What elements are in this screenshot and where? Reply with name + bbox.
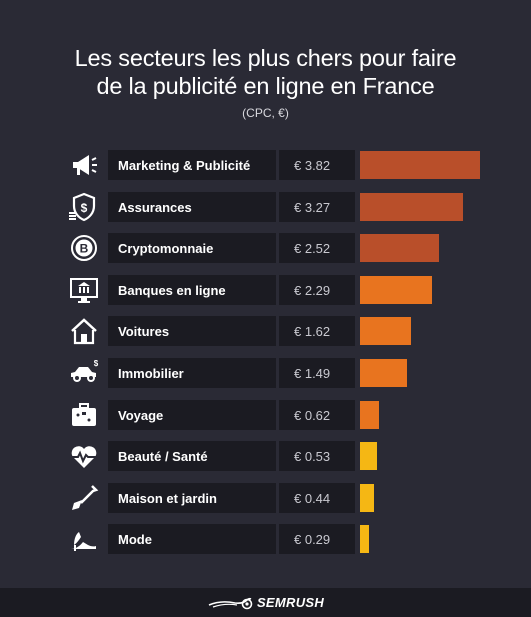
- chart-row: Beauté / Santé € 0.53: [0, 441, 531, 471]
- chart-row: $ Assurances € 3.27: [0, 192, 531, 222]
- value-label: € 1.62: [279, 316, 355, 346]
- value-label: € 3.27: [279, 192, 355, 222]
- high-heel-icon: [66, 521, 102, 557]
- category-label: Immobilier: [108, 358, 276, 388]
- chart-title: Les secteurs les plus chers pour faire d…: [0, 44, 531, 100]
- value-label: € 3.82: [279, 150, 355, 180]
- bar: [360, 276, 432, 304]
- category-label: Beauté / Santé: [108, 441, 276, 471]
- chart-row: $ Immobilier € 1.49: [0, 358, 531, 388]
- value-label: € 1.49: [279, 358, 355, 388]
- brand-name: SEMRUSH: [256, 595, 325, 610]
- chart-row: Voitures € 1.62: [0, 316, 531, 346]
- svg-text:$: $: [81, 201, 88, 215]
- value-label: € 2.52: [279, 233, 355, 263]
- shield-dollar-icon: $: [66, 189, 102, 225]
- suitcase-icon: [66, 397, 102, 433]
- bar: [360, 442, 377, 470]
- category-label: Assurances: [108, 192, 276, 222]
- bar: [360, 317, 411, 345]
- bar: [360, 193, 463, 221]
- category-label: Cryptomonnaie: [108, 233, 276, 263]
- footer: SEMRUSH: [0, 588, 531, 617]
- bitcoin-icon: B: [66, 230, 102, 266]
- bar: [360, 525, 369, 553]
- category-label: Mode: [108, 524, 276, 554]
- bar: [360, 484, 374, 512]
- bank-monitor-icon: [66, 272, 102, 308]
- shovel-icon: [66, 480, 102, 516]
- category-label: Banques en ligne: [108, 275, 276, 305]
- title-block: Les secteurs les plus chers pour faire d…: [0, 44, 531, 120]
- house-icon: [66, 313, 102, 349]
- bar: [360, 234, 439, 262]
- bar: [360, 359, 407, 387]
- megaphone-icon: [66, 147, 102, 183]
- chart-row: Banques en ligne € 2.29: [0, 275, 531, 305]
- chart-row: Mode € 0.29: [0, 524, 531, 554]
- bar: [360, 401, 379, 429]
- chart-title-line-2: de la publicité en ligne en France: [96, 73, 435, 99]
- category-label: Voyage: [108, 400, 276, 430]
- brand-logo: SEMRUSH: [207, 595, 324, 610]
- value-label: € 0.44: [279, 483, 355, 513]
- car-icon: $: [66, 355, 102, 391]
- chart-row: Marketing & Publicité € 3.82: [0, 150, 531, 180]
- chart-row: Voyage € 0.62: [0, 400, 531, 430]
- chart-title-line-1: Les secteurs les plus chers pour faire: [74, 45, 457, 71]
- value-label: € 2.29: [279, 275, 355, 305]
- chart-row: B Cryptomonnaie € 2.52: [0, 233, 531, 263]
- svg-text:$: $: [94, 359, 99, 368]
- category-label: Voitures: [108, 316, 276, 346]
- value-label: € 0.53: [279, 441, 355, 471]
- value-label: € 0.29: [279, 524, 355, 554]
- value-label: € 0.62: [279, 400, 355, 430]
- chart-row: Maison et jardin € 0.44: [0, 483, 531, 513]
- svg-text:B: B: [80, 242, 89, 256]
- category-label: Marketing & Publicité: [108, 150, 276, 180]
- bar: [360, 151, 480, 179]
- semrush-flame-icon: [208, 597, 253, 609]
- category-label: Maison et jardin: [108, 483, 276, 513]
- heart-pulse-icon: [66, 438, 102, 474]
- chart-subtitle: (CPC, €): [242, 106, 289, 120]
